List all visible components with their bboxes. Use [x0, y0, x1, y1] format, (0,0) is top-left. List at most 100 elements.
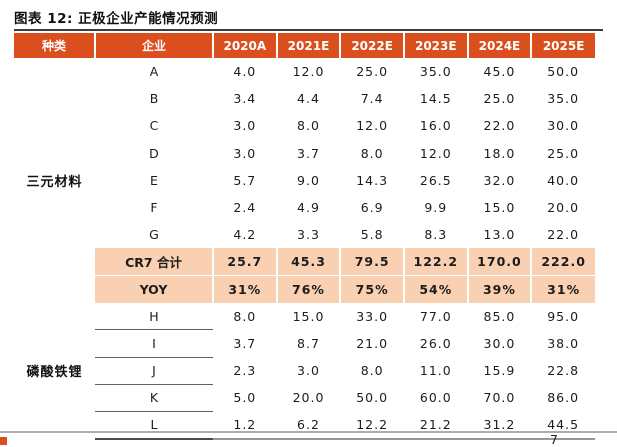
table-header-row: 种类 企业 2020A 2021E 2022E 2023E 2024E 2025E — [14, 33, 595, 58]
value-cell: 122.2 — [402, 248, 468, 276]
value-cell: 38.0 — [547, 335, 580, 351]
table-row: K 5.0 20.0 50.0 60.0 70.0 86.0 — [14, 384, 595, 412]
value-cell: 13.0 — [483, 227, 516, 243]
value-cell: 8.0 — [297, 118, 320, 134]
value-cell: 31% — [212, 274, 277, 303]
column-header: 2025E — [530, 33, 595, 58]
company-cell: D — [149, 145, 159, 161]
company-cell: J — [95, 357, 213, 385]
column-header: 2022E — [339, 33, 404, 58]
table-row: F 2.4 4.9 6.9 9.9 15.0 20.0 — [14, 194, 595, 221]
value-cell: 8.0 — [360, 363, 384, 379]
value-cell: 45.0 — [483, 64, 516, 80]
table-row: CR7 合计 25.7 45.3 79.5 122.2 170.0 222.0 — [14, 248, 595, 276]
value-cell: 22.0 — [483, 118, 516, 134]
value-cell: 95.0 — [547, 308, 580, 324]
value-cell: 26.0 — [419, 335, 452, 351]
value-cell: 170.0 — [466, 248, 532, 276]
company-cell: B — [149, 91, 159, 107]
value-cell: 5.0 — [233, 390, 257, 406]
table-row: L 1.2 6.2 12.2 21.2 31.2 44.5 — [14, 411, 595, 440]
value-cell: 9.0 — [297, 172, 320, 188]
company-cell: E — [150, 172, 158, 188]
company-cell: C — [149, 118, 159, 134]
value-cell: 21.0 — [356, 335, 389, 351]
value-cell: 8.7 — [297, 335, 320, 351]
value-cell: 3.3 — [297, 227, 320, 243]
table-row: 三元材料 A 4.0 12.0 25.0 35.0 45.0 50.0 — [14, 58, 595, 190]
value-cell: 25.7 — [212, 248, 277, 276]
value-cell: 32.0 — [483, 172, 516, 188]
value-cell: 2.3 — [233, 363, 257, 379]
table-row: 磷酸铁锂 H 8.0 15.0 33.0 77.0 85.0 95.0 — [14, 302, 595, 380]
table-row: B 3.4 4.4 7.4 14.5 25.0 35.0 — [14, 85, 595, 112]
value-cell: 4.2 — [233, 227, 257, 243]
value-cell: 16.0 — [419, 118, 452, 134]
value-cell: 39% — [466, 274, 532, 303]
company-cell: A — [149, 64, 159, 80]
value-cell: 15.0 — [292, 308, 325, 324]
logo-fragment-icon — [0, 437, 7, 445]
table-row: J 2.3 3.0 8.0 11.0 15.9 22.8 — [14, 357, 595, 385]
table-row: D 3.0 3.7 8.0 12.0 18.0 25.0 — [14, 140, 595, 167]
value-cell: 12.0 — [292, 64, 325, 80]
value-cell: 4.4 — [297, 91, 320, 107]
value-cell: 3.0 — [233, 118, 257, 134]
value-cell: 3.0 — [233, 145, 257, 161]
value-cell: 3.4 — [233, 91, 257, 107]
company-cell: L — [95, 411, 213, 440]
page-number: 7 — [550, 432, 558, 447]
value-cell: 21.2 — [403, 411, 468, 440]
value-cell: 14.5 — [419, 91, 452, 107]
value-cell: 76% — [275, 274, 341, 303]
value-cell: 60.0 — [419, 390, 452, 406]
figure-title: 图表 12: 正极企业产能情况预测 — [14, 11, 219, 27]
value-cell: 77.0 — [419, 308, 452, 324]
company-cell: YOY — [95, 274, 213, 303]
value-cell: 30.0 — [483, 335, 516, 351]
category-cell: 磷酸铁锂 — [26, 365, 83, 381]
value-cell: 20.0 — [547, 200, 580, 216]
company-cell: F — [150, 200, 158, 216]
value-cell: 14.3 — [356, 172, 389, 188]
value-cell: 25.0 — [547, 145, 580, 161]
value-cell: 22.8 — [547, 363, 580, 379]
value-cell: 6.2 — [276, 411, 341, 440]
value-cell: 15.9 — [483, 363, 516, 379]
value-cell: 31.2 — [467, 411, 532, 440]
value-cell: 12.0 — [419, 145, 452, 161]
value-cell: 15.0 — [483, 200, 516, 216]
column-header: 2020A — [212, 33, 277, 58]
company-cell: CR7 合计 — [95, 248, 213, 276]
value-cell: 12.2 — [340, 411, 404, 440]
value-cell: 4.0 — [233, 64, 257, 80]
value-cell: 35.0 — [547, 91, 580, 107]
value-cell: 3.7 — [233, 335, 257, 351]
value-cell: 79.5 — [339, 248, 404, 276]
column-header: 2021E — [275, 33, 341, 58]
capacity-forecast-table: 种类 企业 2020A 2021E 2022E 2023E 2024E 2025E 三元材料 A… — [14, 33, 595, 440]
column-header: 2024E — [466, 33, 532, 58]
value-cell: 54% — [402, 274, 468, 303]
company-cell: I — [95, 329, 213, 358]
value-cell: 33.0 — [356, 308, 389, 324]
value-cell: 75% — [339, 274, 404, 303]
value-cell: 5.7 — [233, 172, 257, 188]
company-cell: K — [95, 384, 213, 412]
value-cell: 4.9 — [297, 200, 320, 216]
company-cell: G — [149, 227, 159, 243]
value-cell: 70.0 — [483, 390, 516, 406]
value-cell: 50.0 — [356, 390, 389, 406]
value-cell: 45.3 — [275, 248, 341, 276]
value-cell: 25.0 — [483, 91, 516, 107]
footer-rule — [0, 431, 617, 433]
category-cell: 三元材料 — [26, 174, 83, 190]
value-cell: 44.5 — [531, 411, 595, 440]
value-cell: 35.0 — [419, 64, 452, 80]
value-cell: 6.9 — [360, 200, 384, 216]
value-cell: 5.8 — [360, 227, 384, 243]
title-rule — [14, 29, 603, 31]
company-cell: H — [95, 302, 213, 331]
column-header: 2023E — [402, 33, 468, 58]
value-cell: 50.0 — [547, 64, 580, 80]
